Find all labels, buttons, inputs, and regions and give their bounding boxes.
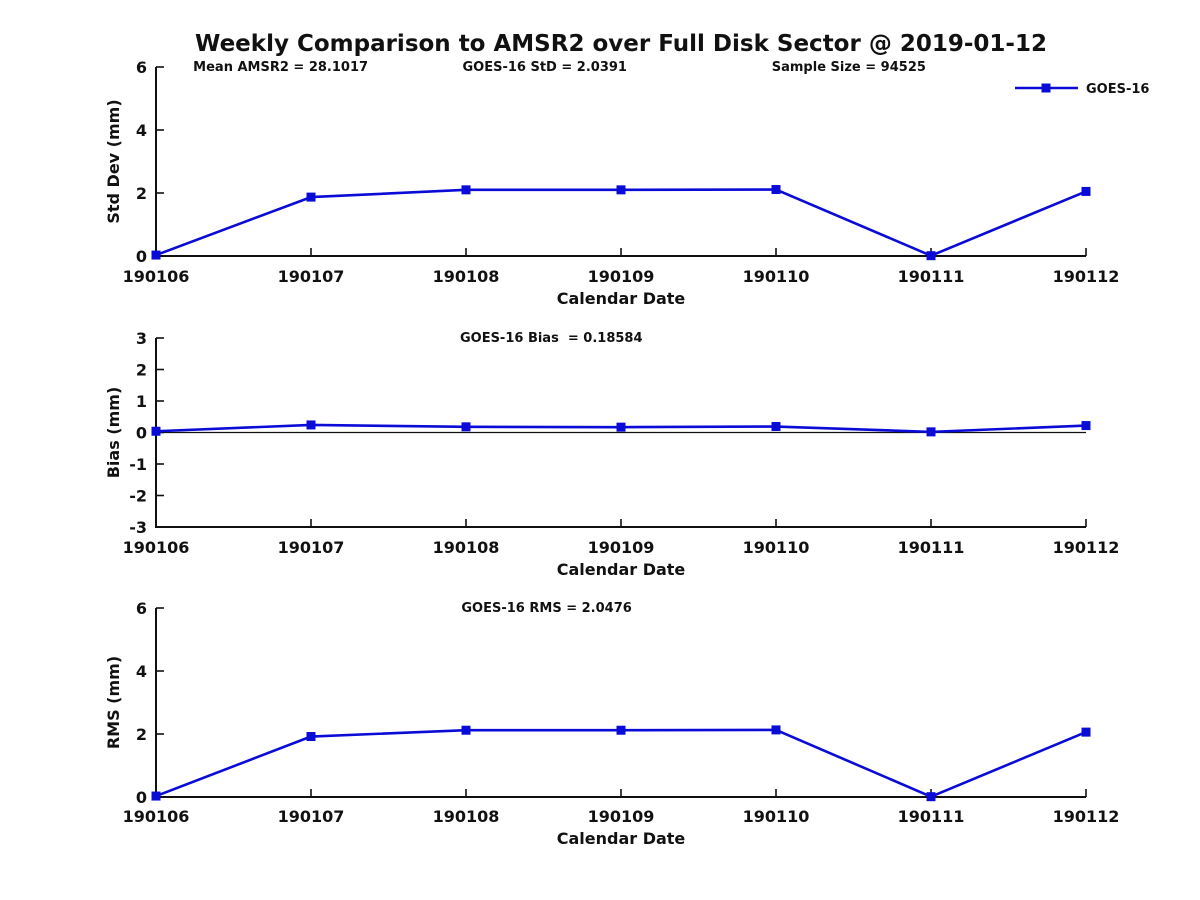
series-marker (306, 420, 316, 430)
series-marker (461, 725, 471, 735)
series-marker (151, 426, 161, 436)
y-axis-title: RMS (mm) (104, 656, 123, 749)
y-tick-label: 2 (136, 361, 147, 380)
annotation-text: GOES-16 StD = 2.0391 (463, 60, 627, 75)
series-marker (616, 422, 626, 432)
x-tick-label: 190112 (1053, 538, 1120, 557)
y-tick-label: -1 (129, 455, 147, 474)
y-tick-label: 6 (136, 58, 147, 77)
y-tick-label: 0 (136, 788, 147, 807)
x-tick-label: 190107 (278, 538, 345, 557)
series-marker (151, 250, 161, 260)
annotation-text: Sample Size = 94525 (772, 60, 926, 75)
y-axis-title: Std Dev (mm) (104, 99, 123, 223)
series-marker (616, 185, 626, 195)
series-marker (1081, 421, 1091, 431)
x-tick-label: 190109 (588, 538, 655, 557)
series-marker (771, 185, 781, 195)
y-tick-label: 0 (136, 247, 147, 266)
figure-title: Weekly Comparison to AMSR2 over Full Dis… (195, 31, 1047, 57)
annotation-text: GOES-16 Bias = 0.18584 (460, 331, 643, 346)
x-axis-title: Calendar Date (557, 289, 686, 308)
x-tick-label: 190110 (743, 538, 810, 557)
x-tick-label: 190108 (433, 807, 500, 826)
x-tick-label: 190108 (433, 267, 500, 286)
x-tick-label: 190108 (433, 538, 500, 557)
x-tick-label: 190112 (1053, 807, 1120, 826)
x-tick-label: 190111 (898, 538, 965, 557)
y-tick-label: 6 (136, 599, 147, 618)
x-axis-title: Calendar Date (557, 829, 686, 848)
x-tick-label: 190106 (123, 538, 190, 557)
x-tick-label: 190107 (278, 807, 345, 826)
x-tick-label: 190112 (1053, 267, 1120, 286)
x-tick-label: 190109 (588, 807, 655, 826)
y-tick-label: 0 (136, 424, 147, 443)
y-axis-title: Bias (mm) (104, 387, 123, 479)
series-marker (771, 725, 781, 735)
x-tick-label: 190111 (898, 807, 965, 826)
series-marker (926, 251, 936, 261)
series-marker (771, 422, 781, 432)
annotation-text: GOES-16 RMS = 2.0476 (461, 601, 631, 616)
series-marker (1081, 727, 1091, 737)
y-tick-label: 3 (136, 329, 147, 348)
x-tick-label: 190111 (898, 267, 965, 286)
annotation-text: Mean AMSR2 = 28.1017 (193, 60, 368, 75)
x-tick-label: 190107 (278, 267, 345, 286)
y-tick-label: 2 (136, 725, 147, 744)
y-tick-label: 4 (136, 662, 147, 681)
series-line (155, 728, 1087, 798)
series-marker (616, 725, 626, 735)
series-marker (151, 791, 161, 801)
series-line (155, 188, 1087, 257)
series-marker (461, 185, 471, 195)
legend-label: GOES-16 (1086, 82, 1149, 97)
x-tick-label: 190106 (123, 267, 190, 286)
series-marker (1081, 186, 1091, 196)
x-tick-label: 190110 (743, 267, 810, 286)
series-marker (461, 422, 471, 432)
y-tick-label: -2 (129, 487, 147, 506)
y-tick-label: 2 (136, 184, 147, 203)
x-tick-label: 190109 (588, 267, 655, 286)
series-marker (926, 427, 936, 437)
series-marker (306, 732, 316, 742)
x-axis-title: Calendar Date (557, 560, 686, 579)
y-tick-label: -3 (129, 518, 147, 537)
series-marker (306, 192, 316, 202)
y-tick-label: 1 (136, 392, 147, 411)
x-tick-label: 190110 (743, 807, 810, 826)
series-marker (926, 792, 936, 802)
legend-marker (1041, 83, 1051, 93)
x-tick-label: 190106 (123, 807, 190, 826)
y-tick-label: 4 (136, 121, 147, 140)
